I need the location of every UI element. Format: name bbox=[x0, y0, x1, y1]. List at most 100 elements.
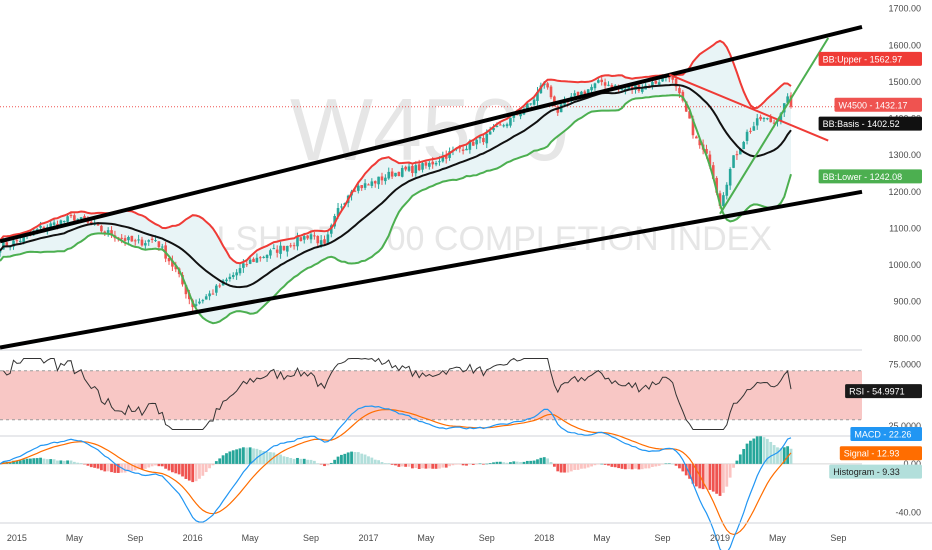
candle[interactable] bbox=[529, 103, 533, 105]
candle[interactable] bbox=[211, 293, 215, 295]
candle[interactable] bbox=[428, 162, 431, 167]
candle[interactable] bbox=[488, 131, 492, 135]
candle[interactable] bbox=[218, 285, 222, 287]
candle[interactable] bbox=[630, 86, 634, 89]
candle[interactable] bbox=[640, 88, 644, 92]
candle[interactable] bbox=[208, 293, 211, 297]
candle[interactable] bbox=[275, 249, 279, 253]
candle[interactable] bbox=[526, 103, 529, 110]
candle[interactable] bbox=[370, 181, 374, 186]
candle[interactable] bbox=[394, 172, 397, 177]
candle[interactable] bbox=[367, 184, 370, 186]
candle[interactable] bbox=[59, 220, 63, 227]
candle[interactable] bbox=[39, 225, 42, 228]
candle[interactable] bbox=[18, 240, 22, 242]
candle[interactable] bbox=[627, 86, 631, 90]
candle[interactable] bbox=[252, 258, 255, 262]
candle[interactable] bbox=[441, 156, 445, 162]
candle[interactable] bbox=[272, 248, 276, 250]
candle[interactable] bbox=[184, 285, 188, 295]
candle[interactable] bbox=[766, 118, 769, 120]
candle[interactable] bbox=[329, 225, 333, 234]
candle[interactable] bbox=[194, 304, 198, 306]
candle[interactable] bbox=[495, 125, 499, 127]
candle[interactable] bbox=[404, 166, 407, 170]
candle[interactable] bbox=[509, 117, 512, 126]
candle[interactable] bbox=[482, 137, 485, 143]
candle[interactable] bbox=[688, 111, 691, 119]
candle[interactable] bbox=[316, 236, 320, 244]
candle[interactable] bbox=[336, 208, 340, 217]
candle[interactable] bbox=[475, 139, 478, 145]
candle[interactable] bbox=[79, 217, 83, 220]
candle[interactable] bbox=[400, 167, 404, 177]
candle[interactable] bbox=[215, 285, 218, 293]
candle[interactable] bbox=[742, 142, 745, 149]
candle[interactable] bbox=[66, 216, 69, 222]
candle[interactable] bbox=[407, 166, 411, 171]
candle[interactable] bbox=[204, 296, 208, 300]
candle[interactable] bbox=[610, 85, 614, 89]
candle[interactable] bbox=[292, 245, 296, 247]
candle[interactable] bbox=[668, 77, 671, 79]
candle[interactable] bbox=[69, 215, 73, 217]
candle[interactable] bbox=[167, 257, 171, 262]
macd-panel[interactable] bbox=[0, 405, 862, 550]
candle[interactable] bbox=[245, 264, 249, 266]
candle[interactable] bbox=[154, 240, 157, 242]
candle[interactable] bbox=[674, 78, 678, 87]
candle[interactable] bbox=[698, 139, 702, 146]
candle[interactable] bbox=[532, 99, 536, 105]
trendline-descending-resistance[interactable] bbox=[668, 73, 829, 142]
candle[interactable] bbox=[130, 235, 134, 242]
candle[interactable] bbox=[762, 118, 766, 120]
candle[interactable] bbox=[248, 259, 252, 264]
candle[interactable] bbox=[286, 245, 289, 252]
candle[interactable] bbox=[586, 89, 590, 94]
candle[interactable] bbox=[745, 131, 749, 141]
candle[interactable] bbox=[739, 148, 742, 155]
candle[interactable] bbox=[722, 195, 725, 207]
candle[interactable] bbox=[678, 88, 681, 94]
candle[interactable] bbox=[583, 91, 587, 95]
candle[interactable] bbox=[657, 82, 661, 85]
candle[interactable] bbox=[691, 118, 695, 136]
candle[interactable] bbox=[147, 240, 151, 242]
candle[interactable] bbox=[519, 113, 522, 117]
candle[interactable] bbox=[103, 231, 107, 233]
candle[interactable] bbox=[96, 223, 100, 226]
candle[interactable] bbox=[238, 268, 242, 274]
candle[interactable] bbox=[607, 84, 610, 86]
candle[interactable] bbox=[231, 275, 235, 278]
candle[interactable] bbox=[711, 165, 715, 179]
candle[interactable] bbox=[289, 245, 293, 247]
candle[interactable] bbox=[600, 79, 604, 83]
candle[interactable] bbox=[120, 237, 123, 239]
candle[interactable] bbox=[536, 91, 539, 101]
candle[interactable] bbox=[306, 235, 309, 239]
candle[interactable] bbox=[512, 113, 516, 118]
candle[interactable] bbox=[12, 240, 15, 247]
candle[interactable] bbox=[35, 229, 39, 231]
candle[interactable] bbox=[661, 76, 664, 82]
candle[interactable] bbox=[417, 164, 421, 171]
candle[interactable] bbox=[505, 124, 509, 127]
candle[interactable] bbox=[492, 128, 495, 131]
candle[interactable] bbox=[360, 185, 364, 189]
candle[interactable] bbox=[52, 222, 56, 225]
candle[interactable] bbox=[174, 265, 178, 270]
candle[interactable] bbox=[749, 130, 752, 132]
candle[interactable] bbox=[789, 95, 793, 107]
candle[interactable] bbox=[498, 124, 502, 126]
candle[interactable] bbox=[573, 93, 576, 96]
candle[interactable] bbox=[624, 88, 627, 90]
candle[interactable] bbox=[786, 96, 789, 103]
candle[interactable] bbox=[123, 238, 127, 241]
candle[interactable] bbox=[397, 171, 401, 177]
candle[interactable] bbox=[225, 279, 228, 282]
candle[interactable] bbox=[242, 263, 245, 268]
candle[interactable] bbox=[478, 136, 482, 139]
candle[interactable] bbox=[380, 176, 384, 181]
candle[interactable] bbox=[0, 250, 2, 253]
candle[interactable] bbox=[323, 239, 326, 244]
